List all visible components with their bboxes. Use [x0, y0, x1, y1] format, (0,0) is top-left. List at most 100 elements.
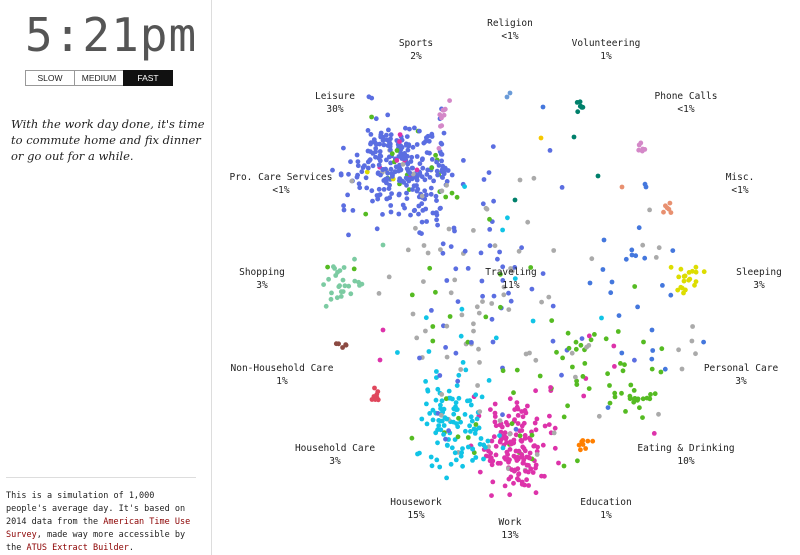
person-dot — [479, 394, 485, 400]
person-dot — [638, 140, 644, 146]
person-dot — [429, 134, 435, 139]
person-dot — [623, 256, 629, 262]
person-dot — [533, 490, 539, 496]
person-dot — [511, 390, 516, 396]
person-dot — [574, 382, 580, 387]
person-dot — [431, 178, 436, 184]
person-dot — [341, 207, 347, 213]
person-dot — [527, 455, 532, 461]
person-dot — [435, 386, 441, 392]
person-dot — [559, 372, 564, 378]
person-dot — [483, 314, 489, 320]
person-dot — [424, 401, 429, 407]
person-dot — [515, 466, 521, 472]
speed-fast-button[interactable]: FAST — [123, 70, 173, 86]
person-dot — [474, 304, 480, 310]
person-dot — [639, 148, 645, 154]
person-dot — [452, 450, 458, 456]
person-dot — [384, 132, 389, 138]
person-dot — [554, 349, 559, 355]
person-dot — [512, 417, 517, 422]
person-dot — [337, 283, 342, 289]
person-dot — [385, 170, 391, 176]
person-dot — [570, 364, 575, 370]
person-dot — [412, 125, 417, 131]
person-dot — [532, 420, 538, 426]
person-dot — [426, 138, 432, 144]
person-dot — [440, 241, 446, 247]
person-dot — [478, 250, 484, 256]
person-dot — [433, 289, 438, 295]
person-dot — [548, 385, 553, 390]
person-dot — [574, 378, 579, 384]
person-dot — [683, 287, 688, 293]
person-dot — [483, 445, 488, 450]
person-dot — [365, 148, 371, 154]
person-dot — [346, 171, 351, 177]
person-dot — [516, 477, 521, 483]
footer-text-1: This is a simulation of 1,000 people's a… — [6, 491, 186, 527]
person-dot — [459, 450, 464, 456]
person-dot — [531, 175, 537, 181]
person-dot — [488, 407, 493, 412]
atus-extract-builder-link[interactable]: ATUS Extract Builder — [26, 543, 129, 553]
person-dot — [369, 188, 375, 194]
person-dot — [403, 125, 408, 131]
person-dot — [330, 167, 335, 173]
person-dot — [678, 266, 684, 272]
person-dot — [388, 166, 394, 172]
person-dot — [465, 444, 471, 450]
person-dot — [438, 247, 443, 253]
person-dot — [414, 154, 420, 159]
atus-link[interactable]: American Time Use Survey — [6, 517, 191, 540]
person-dot — [508, 439, 513, 445]
person-dot — [434, 369, 439, 374]
person-dot — [512, 197, 518, 203]
person-dot — [412, 207, 418, 213]
person-dot — [414, 167, 420, 173]
person-dot — [516, 248, 522, 254]
person-dot — [410, 144, 416, 150]
person-dot — [407, 126, 412, 132]
person-dot — [456, 395, 462, 401]
person-dot — [435, 172, 440, 178]
person-dot — [424, 421, 430, 427]
person-dot — [424, 150, 430, 156]
person-dot — [420, 156, 425, 162]
person-dot — [497, 439, 503, 445]
person-dot — [439, 392, 445, 397]
person-dot — [458, 453, 464, 459]
person-dot — [369, 114, 374, 120]
person-dot — [465, 266, 471, 271]
person-dot — [400, 161, 406, 167]
person-dot — [511, 480, 516, 486]
person-dot — [424, 172, 430, 177]
person-dot — [561, 463, 567, 469]
person-dot — [454, 407, 460, 412]
person-dot — [426, 349, 432, 354]
person-dot — [522, 433, 528, 438]
person-dot — [425, 250, 431, 256]
person-dot — [546, 294, 552, 300]
person-dot — [404, 190, 409, 196]
person-dot — [686, 277, 692, 283]
person-dot — [676, 274, 682, 280]
person-dot — [338, 294, 344, 299]
person-dot — [422, 177, 428, 183]
person-dot — [574, 100, 580, 105]
person-dot — [472, 431, 478, 436]
person-dot — [376, 291, 382, 296]
person-dot — [551, 430, 557, 436]
person-dot — [490, 339, 496, 345]
person-dot — [434, 168, 440, 174]
person-dot — [652, 391, 658, 397]
person-dot — [514, 400, 520, 405]
person-dot — [573, 374, 578, 380]
person-dot — [341, 203, 346, 209]
person-dot — [389, 191, 394, 197]
person-dot — [449, 445, 455, 451]
person-dot — [455, 434, 461, 440]
person-dot — [556, 460, 561, 466]
person-dot — [439, 158, 444, 164]
